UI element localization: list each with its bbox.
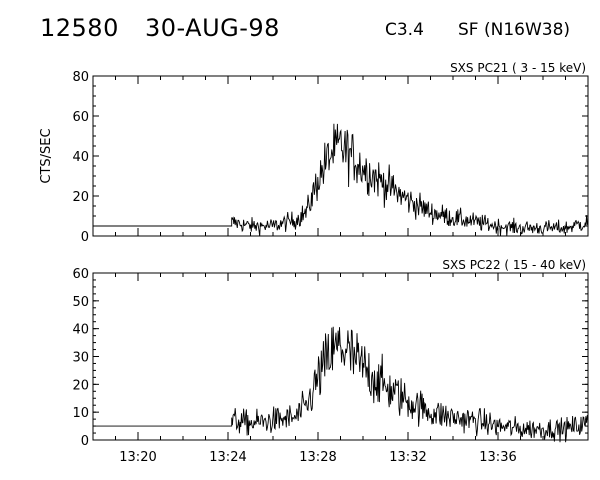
panel-2-title: SXS PC22 ( 15 - 40 keV) (442, 258, 586, 272)
flare-info: SF (N16W38) (458, 20, 571, 40)
event-date: 30-AUG-98 (145, 14, 280, 42)
panel-1-title: SXS PC21 ( 3 - 15 keV) (450, 61, 586, 75)
panel-2-xtick-label: 13:28 (299, 450, 336, 465)
panel-2-ytick-label: 20 (72, 378, 89, 393)
panel-1-ytick-label: 40 (72, 150, 89, 165)
panel-1-ytick-label: 80 (72, 70, 89, 85)
event-id: 12580 (40, 14, 119, 42)
panel-2-ytick-label: 10 (72, 406, 89, 421)
panel-2-ytick-label: 30 (72, 351, 89, 366)
panel-2-xtick-label: 13:32 (389, 450, 426, 465)
panel-1-ytick-label: 0 (81, 230, 89, 245)
panel-2-xtick-label: 13:36 (479, 450, 516, 465)
panel-1-series-line (93, 123, 588, 237)
panel-1-ytick-label: 20 (72, 190, 89, 205)
panel-2-ytick-label: 0 (81, 434, 89, 449)
panel-1-ylabel: CTS/SEC (39, 128, 54, 183)
goes-class: C3.4 (385, 20, 424, 40)
panel-2-xtick-label: 13:24 (209, 450, 246, 465)
panel-2-ytick-label: 60 (72, 267, 89, 282)
panel-2-ytick-label: 40 (72, 323, 89, 338)
panel-2-ytick-label: 50 (72, 295, 89, 310)
panel-1-frame (92, 75, 589, 237)
panel-2-series-line (93, 326, 588, 443)
panel-2-frame (92, 272, 589, 441)
panel-2-xtick-label: 13:20 (119, 450, 156, 465)
panel-1-ytick-label: 60 (72, 110, 89, 125)
